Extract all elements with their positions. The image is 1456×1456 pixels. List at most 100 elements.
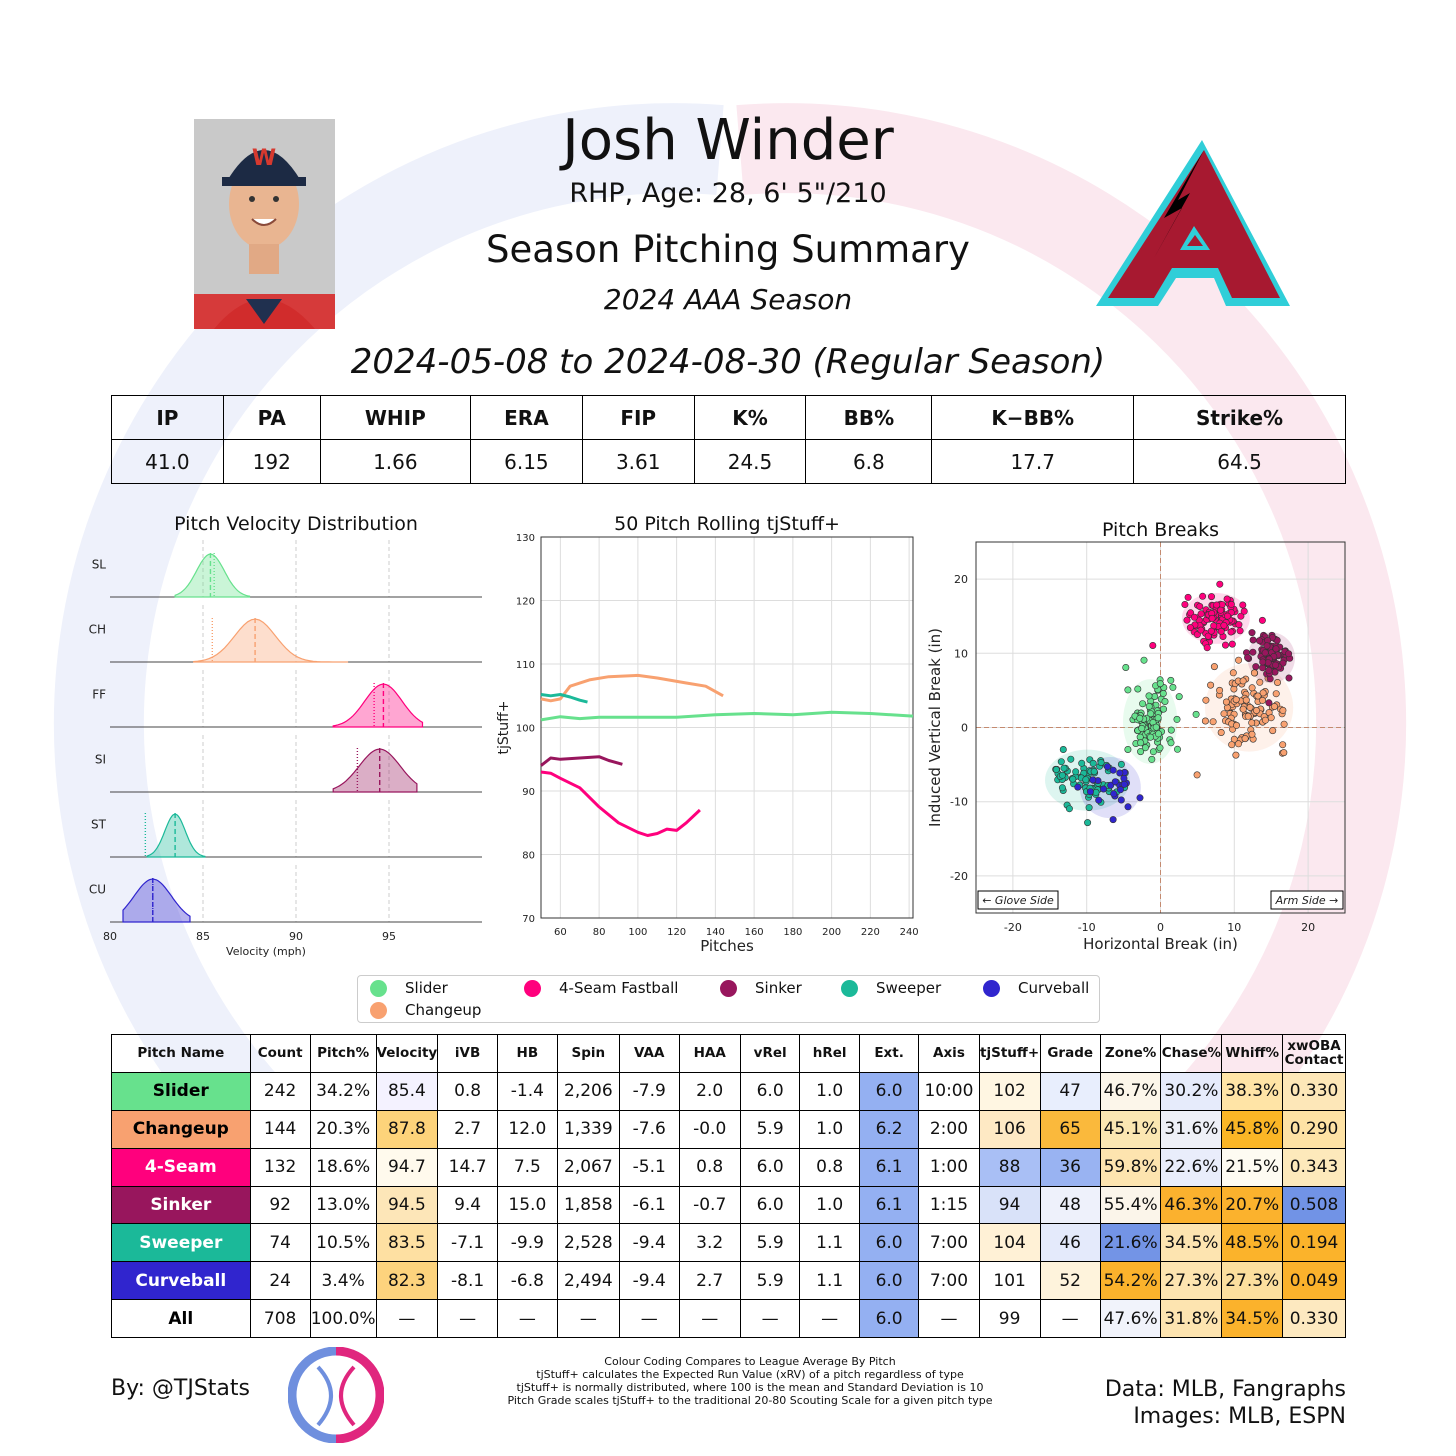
pitch-metric-cell: —: [799, 1299, 860, 1338]
breaks-point: [1285, 674, 1293, 682]
breaks-point: [1239, 705, 1247, 713]
breaks-point: [1235, 621, 1243, 629]
breaks-point: [1145, 702, 1153, 710]
pitch-metric-cell: —: [375, 1299, 439, 1338]
pitch-metric-cell: 99: [978, 1299, 1041, 1338]
pitch-metric-cell: 34.5%: [1160, 1223, 1223, 1263]
velocity-density-cu: [122, 878, 191, 923]
pitch-metric-cell: 0.194: [1282, 1223, 1346, 1263]
velocity-tick-label: 90: [289, 930, 303, 943]
breaks-point: [1204, 632, 1212, 640]
table-row: 4-Seam 132 18.6% 94.7 14.7 7.5 2,067 -5.1 0.8 6.0…: [111, 1147, 1346, 1187]
pitch-table-header: Ext.: [858, 1034, 920, 1073]
pitch-metric-cell: 6.0: [858, 1299, 920, 1338]
pitch-metric-cell: 83.5: [375, 1223, 439, 1263]
pitch-metric-cell: 1.0: [799, 1071, 860, 1111]
pitch-metric-cell: 47.6%: [1099, 1299, 1162, 1338]
pitch-metric-cell: 13.0%: [309, 1185, 377, 1225]
pitch-metric-cell: 94.5: [375, 1185, 439, 1225]
breaks-point: [1280, 749, 1288, 757]
stuff-x-tick: 60: [554, 927, 567, 938]
pitch-metric-cell: 6.0: [739, 1147, 801, 1187]
pitch-table-header: hRel: [799, 1034, 860, 1073]
legend-dot: [983, 979, 1000, 997]
stuff-line-sinker: [540, 755, 623, 767]
breaks-point: [1117, 796, 1125, 804]
pitch-metric-cell: 1.1: [799, 1223, 860, 1263]
pitch-metric-cell: —: [556, 1299, 620, 1338]
legend-label: 4-Seam Fastball: [559, 979, 679, 997]
pitch-metric-cell: 2,528: [556, 1223, 620, 1263]
breaks-point: [1229, 669, 1237, 677]
breaks-point: [1097, 758, 1105, 766]
pitch-table-header: xwOBA Contact: [1282, 1034, 1346, 1073]
pitch-metric-cell: 0.049: [1282, 1261, 1346, 1301]
pitch-metric-cell: 6.0: [858, 1223, 920, 1263]
pitch-metric-cell: 2.7: [678, 1261, 741, 1301]
pitch-metric-cell: 21.5%: [1221, 1147, 1284, 1187]
breaks-point: [1058, 784, 1066, 792]
pitch-metric-cell: 1:15: [918, 1185, 980, 1225]
breaks-point: [1057, 758, 1065, 766]
pitch-metric-cell: 1,858: [556, 1185, 620, 1225]
breaks-point: [1259, 696, 1267, 704]
breaks-point: [1248, 629, 1256, 637]
pitch-metric-cell: 6.0: [739, 1185, 801, 1225]
velocity-row-label: CH: [89, 623, 106, 637]
stat-value-row: 41.0 192 1.66 6.15 3.61 24.5 6.8 17.7 64…: [111, 439, 1346, 484]
pitch-metric-cell: 45.1%: [1099, 1109, 1162, 1149]
breaks-point: [1259, 664, 1267, 672]
stat-value: 1.66: [319, 439, 471, 484]
pitch-metric-cell: -5.1: [618, 1147, 680, 1187]
breaks-point: [1216, 580, 1224, 588]
footer-note-line: Pitch Grade scales tjStuff+ to the tradi…: [507, 1394, 993, 1407]
pitch-metric-cell: 22.6%: [1160, 1147, 1223, 1187]
pitch-metric-cell: -9.4: [618, 1223, 680, 1263]
breaks-point: [1174, 745, 1182, 753]
pitch-metric-cell: 55.4%: [1099, 1185, 1162, 1225]
pitch-table-header: Spin: [556, 1034, 620, 1073]
pitch-metric-cell: 2:00: [918, 1109, 980, 1149]
stat-value: 6.8: [805, 439, 933, 484]
breaks-point: [1089, 759, 1097, 767]
pitch-metric-cell: 0.343: [1282, 1147, 1346, 1187]
breaks-point: [1181, 600, 1189, 608]
pitch-metric-cell: 27.3%: [1160, 1261, 1223, 1301]
pitch-metric-cell: —: [739, 1299, 801, 1338]
breaks-point: [1202, 696, 1210, 704]
stuff-y-tick: 90: [522, 787, 535, 798]
breaks-point: [1192, 710, 1200, 718]
pitch-metric-cell: 12.0: [496, 1109, 558, 1149]
pitch-metric-cell: 106: [978, 1109, 1041, 1149]
velocity-row-label: SL: [92, 558, 107, 572]
pitch-metric-cell: 2,067: [556, 1147, 620, 1187]
breaks-point: [1279, 741, 1287, 749]
breaks-point: [1124, 745, 1132, 753]
pitch-metric-cell: 1:00: [918, 1147, 980, 1187]
player-name: Josh Winder: [562, 108, 894, 173]
footer-notes: Colour Coding Compares to League Average…: [440, 1355, 1060, 1407]
legend-item-changeup: Changeup: [370, 1001, 481, 1019]
breaks-point: [1216, 686, 1224, 694]
breaks-point: [1078, 759, 1086, 767]
breaks-point: [1208, 614, 1216, 622]
breaks-point: [1122, 663, 1130, 671]
breaks-point: [1220, 710, 1228, 718]
breaks-point: [1149, 641, 1157, 649]
pitch-metric-cell: 45.8%: [1221, 1109, 1284, 1149]
velocity-chart-title: Pitch Velocity Distribution: [174, 513, 418, 535]
pitch-name-cell: Curveball: [111, 1261, 251, 1301]
pitch-metric-cell: -7.6: [618, 1109, 680, 1149]
legend-label: Slider: [405, 979, 448, 997]
pitch-metric-cell: 48: [1039, 1185, 1101, 1225]
velocity-density-sl: [174, 553, 251, 598]
legend-label: Sinker: [755, 979, 802, 997]
breaks-y-tick: -20: [950, 870, 968, 883]
breaks-point: [1154, 714, 1162, 722]
breaks-point: [1110, 790, 1118, 798]
arm-side-label: Arm Side →: [1275, 894, 1339, 907]
footer-note-line: tjStuff+ is normally distributed, where …: [516, 1381, 984, 1394]
breaks-point: [1244, 712, 1252, 720]
glove-side-label: ← Glove Side: [982, 894, 1054, 907]
